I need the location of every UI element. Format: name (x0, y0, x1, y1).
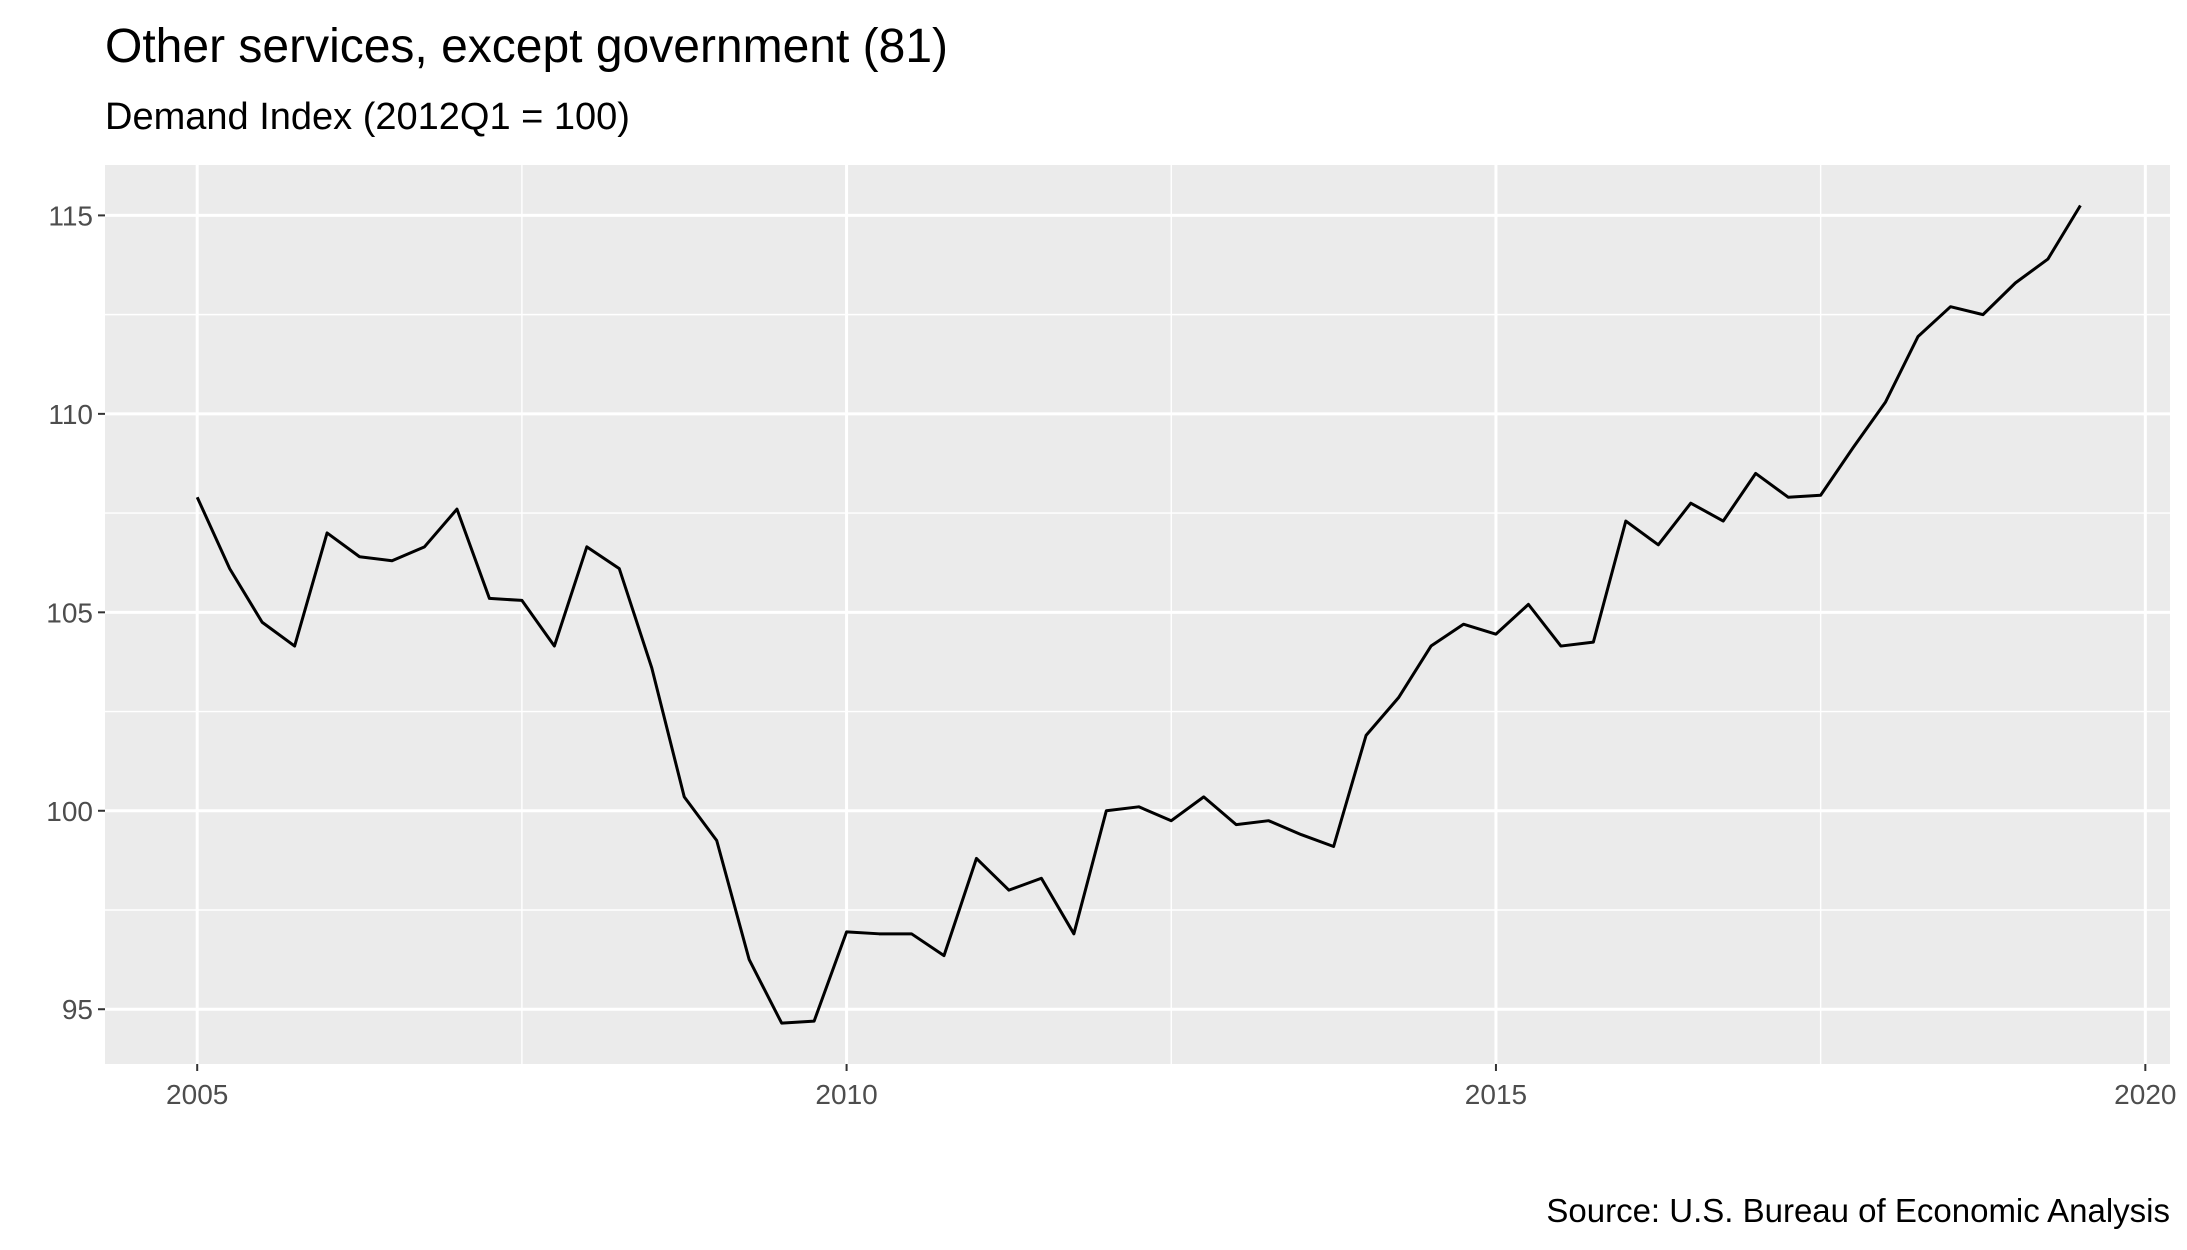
chart-title: Other services, except government (81) (105, 20, 948, 73)
y-tick-label: 95 (62, 994, 93, 1025)
y-tick-label: 115 (48, 200, 93, 231)
y-tick-label: 100 (46, 796, 93, 827)
line (195, 204, 2082, 1025)
y-tick-label: 110 (48, 399, 93, 430)
x-tick-label: 2005 (166, 1079, 228, 1110)
source: Source: U.S. Bureau of Economic Analysis (1546, 1192, 2170, 1229)
chart-subtitle: Demand Index (2012Q1 = 100) (105, 96, 630, 138)
x-tick-label: 2020 (2114, 1079, 2176, 1110)
plot-panel (105, 165, 2170, 1064)
y-tick-label: 105 (46, 597, 93, 628)
x-tick-label: 2015 (1465, 1079, 1527, 1110)
x-tick-label: 2010 (815, 1079, 877, 1110)
